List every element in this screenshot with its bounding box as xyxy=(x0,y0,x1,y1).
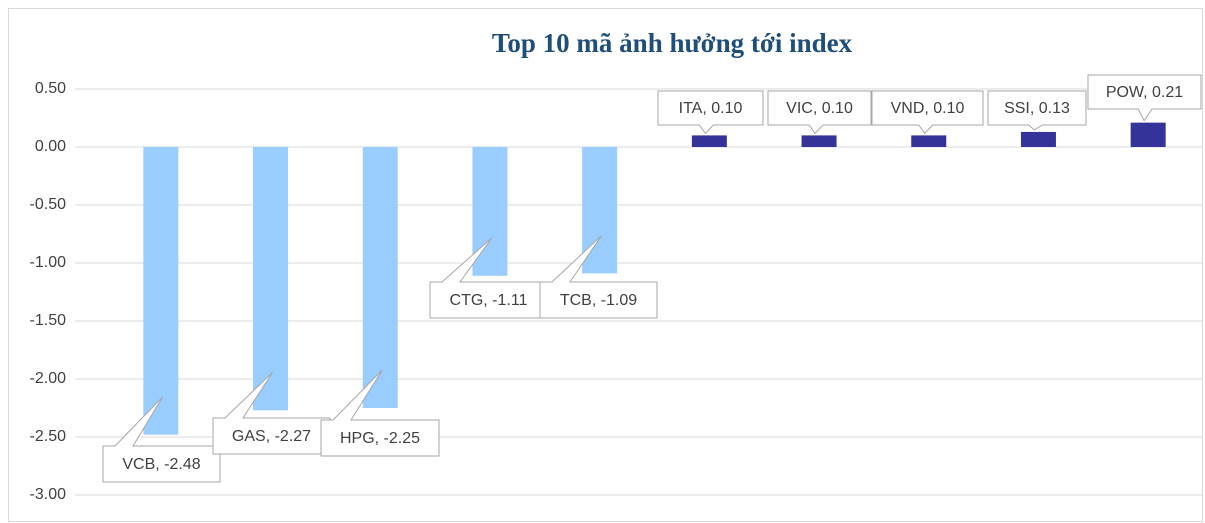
data-label: SSI, 0.13 xyxy=(1004,100,1070,117)
bar xyxy=(911,135,947,147)
y-tick-label: -2.00 xyxy=(30,370,67,387)
data-label: TCB, -1.09 xyxy=(560,292,637,309)
data-label: VCB, -2.48 xyxy=(122,456,200,473)
y-tick-label: -0.50 xyxy=(30,196,67,213)
data-label: VIC, 0.10 xyxy=(786,100,853,117)
y-tick-label: -1.00 xyxy=(30,254,67,271)
callout-box xyxy=(102,396,221,483)
y-tick-label: -3.00 xyxy=(30,486,67,503)
bar xyxy=(143,147,179,435)
data-label: POW, 0.21 xyxy=(1106,84,1183,101)
y-tick-label: -2.50 xyxy=(30,428,67,445)
bar xyxy=(691,135,727,147)
bar xyxy=(1130,122,1166,147)
data-label: GAS, -2.27 xyxy=(232,428,311,445)
data-label: HPG, -2.25 xyxy=(340,430,420,447)
bar xyxy=(253,147,289,411)
data-label: VND, 0.10 xyxy=(891,100,965,117)
chart-title: Top 10 mã ảnh hưởng tới index xyxy=(492,28,853,58)
callout-box xyxy=(539,235,658,319)
data-label: ITA, 0.10 xyxy=(679,100,743,117)
y-tick-label: 0.50 xyxy=(35,80,66,97)
data-label: CTG, -1.11 xyxy=(450,292,528,309)
callout-box xyxy=(767,90,872,135)
y-tick-label: 0.00 xyxy=(35,138,66,155)
callout-box xyxy=(1087,74,1202,122)
callout-box xyxy=(429,237,548,319)
callout-box xyxy=(871,90,984,135)
bar xyxy=(1020,131,1056,147)
callout-box xyxy=(987,90,1087,131)
y-tick-label: -1.50 xyxy=(30,312,67,329)
callout-box xyxy=(657,90,764,135)
callout-box xyxy=(212,371,331,455)
callout-box xyxy=(320,369,440,457)
bar xyxy=(801,135,837,147)
bar xyxy=(362,147,398,408)
